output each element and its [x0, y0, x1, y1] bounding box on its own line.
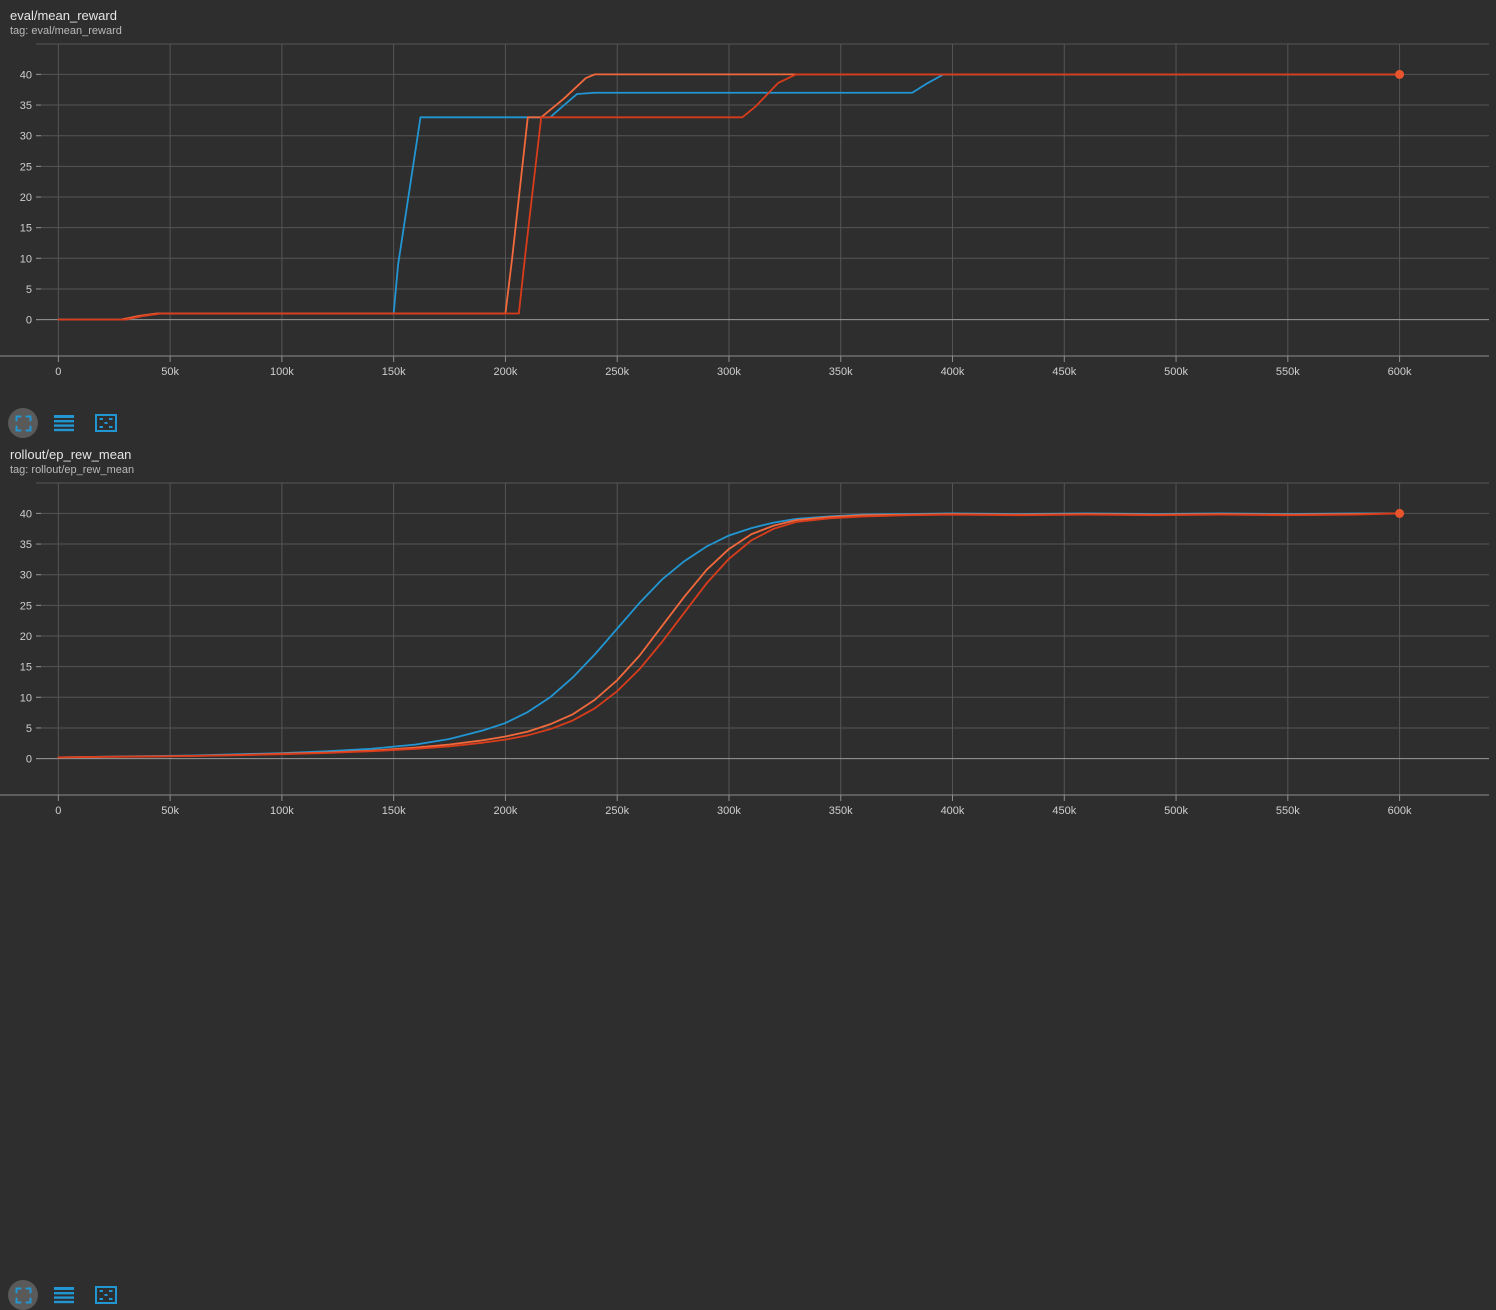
chart-svg[interactable]: 0 5 10 15 20 25 30 35 40 0 50k 100k 150k 200k 250k 300k… — [0, 477, 1496, 832]
expand-glyph — [15, 1287, 31, 1303]
page-title: eval/mean_reward — [10, 8, 117, 23]
x-tick-label: 550k — [1276, 366, 1300, 378]
fit-domain-icon[interactable] — [90, 1281, 122, 1309]
panel-header: eval/mean_reward tag: eval/mean_reward — [0, 0, 1496, 38]
x-tick-label: 500k — [1164, 805, 1188, 817]
x-tick-label: 200k — [494, 366, 518, 378]
fit-domain-icon[interactable] — [90, 409, 122, 437]
y-tick-label: 35 — [20, 100, 32, 112]
y-tick-label: 35 — [20, 539, 32, 551]
chart-panel-eval-mean-reward: eval/mean_reward tag: eval/mean_reward 0… — [0, 0, 1496, 439]
y-tick-label: 10 — [20, 692, 32, 704]
x-tick-label: 150k — [382, 805, 406, 817]
y-tick-label: 5 — [26, 284, 32, 296]
y-tick-label: 0 — [26, 315, 32, 327]
x-tick-label: 500k — [1164, 366, 1188, 378]
y-tick-label: 15 — [20, 662, 32, 674]
y-tick-label: 15 — [20, 223, 32, 235]
plot-area-rollout-ep-rew-mean[interactable]: 0 5 10 15 20 25 30 35 40 0 50k 100k 150k 200k 250k 300k… — [0, 477, 1496, 832]
y-tick-label: 20 — [20, 631, 32, 643]
x-tick-label: 150k — [382, 366, 406, 378]
chart-panel-rollout-ep-rew-mean: rollout/ep_rew_mean tag: rollout/ep_rew_… — [0, 439, 1496, 1310]
x-tick-label: 0 — [55, 805, 61, 817]
chart-svg[interactable]: 0 5 10 15 20 25 30 35 40 0 50k 100k 150k 200k 250k 300k… — [0, 38, 1496, 393]
x-tick-label: 50k — [161, 366, 179, 378]
y-tick-label: 20 — [20, 192, 32, 204]
expand-chart-icon[interactable] — [8, 1280, 38, 1310]
chart-tag: tag: rollout/ep_rew_mean — [10, 464, 135, 476]
fit-domain-glyph — [95, 1286, 117, 1304]
chart-toolbar[interactable] — [8, 408, 122, 438]
y-tick-label: 30 — [20, 131, 32, 143]
page-title: rollout/ep_rew_mean — [10, 447, 132, 462]
plot-area-eval-mean-reward[interactable]: 0 5 10 15 20 25 30 35 40 0 50k 100k 150k 200k 250k 300k… — [0, 38, 1496, 393]
y-tick-label: 30 — [20, 570, 32, 582]
panel-header: rollout/ep_rew_mean tag: rollout/ep_rew_… — [0, 439, 1496, 477]
x-tick-label: 300k — [717, 805, 741, 817]
y-tick-label: 40 — [20, 69, 32, 81]
data-table-icon[interactable] — [48, 1281, 80, 1309]
x-tick-label: 350k — [829, 366, 853, 378]
x-tick-label: 550k — [1276, 805, 1300, 817]
x-tick-label: 0 — [55, 366, 61, 378]
endpoint-marker — [1395, 508, 1405, 518]
x-tick-label: 400k — [941, 366, 965, 378]
y-tick-label: 25 — [20, 600, 32, 612]
x-tick-label: 250k — [605, 805, 629, 817]
y-tick-label: 5 — [26, 723, 32, 735]
x-tick-label: 100k — [270, 805, 294, 817]
y-tick-label: 25 — [20, 161, 32, 173]
y-tick-label: 0 — [26, 754, 32, 766]
x-tick-label: 450k — [1052, 366, 1076, 378]
x-tick-label: 50k — [161, 805, 179, 817]
endpoint-marker — [1395, 69, 1405, 79]
chart-toolbar[interactable] — [8, 1280, 122, 1310]
data-table-glyph — [54, 1287, 74, 1304]
y-tick-label: 10 — [20, 253, 32, 265]
x-tick-label: 400k — [941, 805, 965, 817]
data-table-glyph — [54, 415, 74, 432]
fit-domain-glyph — [95, 414, 117, 432]
y-tick-label: 40 — [20, 508, 32, 520]
series-line-run-orange-light — [57, 73, 1401, 321]
series-line-run-red — [57, 512, 1401, 759]
x-tick-label: 600k — [1388, 805, 1412, 817]
x-tick-label: 450k — [1052, 805, 1076, 817]
x-tick-label: 600k — [1388, 366, 1412, 378]
x-tick-label: 250k — [605, 366, 629, 378]
expand-chart-icon[interactable] — [8, 408, 38, 438]
series-line-run-red — [57, 73, 1401, 321]
chart-tag: tag: eval/mean_reward — [10, 25, 122, 37]
expand-glyph — [15, 415, 31, 431]
x-tick-label: 350k — [829, 805, 853, 817]
x-tick-label: 200k — [494, 805, 518, 817]
data-table-icon[interactable] — [48, 409, 80, 437]
x-tick-label: 300k — [717, 366, 741, 378]
x-tick-label: 100k — [270, 366, 294, 378]
